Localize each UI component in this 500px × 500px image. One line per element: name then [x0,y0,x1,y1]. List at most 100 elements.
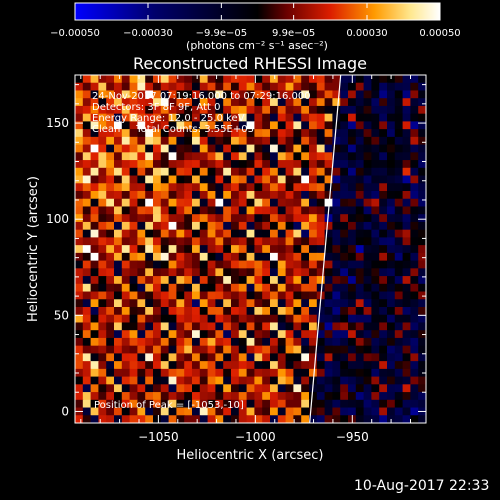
heatmap-pixel [394,345,404,354]
heatmap-pixel [82,307,92,316]
heatmap-pixel [215,330,224,339]
heatmap-pixel [270,415,279,423]
heatmap-pixel [402,113,411,122]
heatmap-pixel [387,399,396,409]
heatmap-pixel [285,392,294,401]
heatmap-pixel [238,191,248,200]
heatmap-pixel [207,160,216,169]
heatmap-pixel [238,183,248,192]
heatmap-pixel [340,252,349,262]
heatmap-pixel [246,121,255,130]
heatmap-pixel [316,399,326,409]
heatmap-pixel [301,361,310,370]
heatmap-pixel [176,260,185,269]
heatmap-pixel [106,90,115,99]
heatmap-pixel [137,229,146,238]
heatmap-pixel [348,299,357,308]
heatmap-pixel [90,90,99,99]
heatmap-pixel [114,268,123,277]
heatmap-pixel [301,113,310,122]
heatmap-pixel [114,167,123,177]
heatmap-pixel [301,260,310,269]
heatmap-pixel [246,160,255,169]
heatmap-pixel [309,167,318,177]
heatmap-pixel [231,322,240,331]
heatmap-pixel [231,98,240,107]
heatmap-pixel [316,191,326,200]
heatmap-pixel [90,75,99,84]
heatmap-pixel [82,368,92,378]
heatmap-pixel [215,167,224,177]
heatmap-pixel [199,337,209,347]
heatmap-pixel [238,268,248,277]
heatmap-pixel [129,260,138,269]
heatmap-pixel [387,345,396,354]
heatmap-pixel [75,361,84,370]
heatmap-pixel [309,314,318,324]
heatmap-pixel [277,105,287,115]
x-tick-label: −950 [336,430,369,444]
heatmap-pixel [137,330,146,339]
heatmap-pixel [137,160,146,169]
heatmap-pixel [270,345,279,354]
heatmap-pixel [121,113,131,122]
heatmap-pixel [137,376,146,385]
heatmap-pixel [254,361,263,370]
heatmap-pixel [371,90,380,99]
heatmap-pixel [153,252,162,262]
heatmap-pixel [90,113,99,122]
heatmap-pixel [309,322,318,331]
heatmap-pixel [223,113,232,122]
heatmap-pixel [184,291,193,300]
heatmap-pixel [277,152,287,161]
heatmap-pixel [285,368,294,378]
heatmap-pixel [75,206,84,215]
heatmap-pixel [168,167,177,177]
heatmap-pixel [348,337,357,347]
heatmap-pixel [238,314,248,324]
heatmap-pixel [363,175,372,184]
heatmap-pixel [270,299,279,308]
heatmap-pixel [215,322,224,331]
heatmap-pixel [238,198,248,208]
heatmap-pixel [207,98,216,107]
heatmap-pixel [75,245,84,254]
heatmap-pixel [285,314,294,324]
heatmap-pixel [106,105,115,115]
heatmap-pixel [285,167,294,177]
heatmap-pixel [394,415,404,423]
heatmap-pixel [106,345,115,354]
heatmap-pixel [215,376,224,385]
heatmap-pixel [402,283,411,293]
heatmap-pixel [75,345,84,354]
heatmap-pixel [309,152,318,161]
heatmap-pixel [254,353,263,362]
heatmap-pixel [176,299,185,308]
heatmap-pixel [316,167,326,177]
heatmap-pixel [270,136,279,146]
heatmap-pixel [137,252,146,262]
heatmap-pixel [82,252,92,262]
heatmap-pixel [293,160,302,169]
heatmap-pixel [309,291,318,300]
heatmap-pixel [402,105,411,115]
heatmap-pixel [199,144,209,153]
heatmap-pixel [402,384,411,393]
heatmap-pixel [402,299,411,308]
heatmap-pixel [215,136,224,146]
y-tick-label: 100 [46,212,69,226]
heatmap-pixel [207,144,216,153]
heatmap-pixel [332,291,341,300]
heatmap-pixel [82,353,92,362]
heatmap-pixel [262,283,271,293]
heatmap-pixel [114,376,123,385]
heatmap-pixel [262,299,271,308]
heatmap-pixel [129,245,138,254]
heatmap-pixel [285,136,294,146]
heatmap-pixel [129,337,138,347]
heatmap-pixel [363,136,372,146]
heatmap-pixel [355,113,365,122]
heatmap-pixel [207,105,216,115]
heatmap-pixel [402,175,411,184]
heatmap-pixel [106,75,115,84]
